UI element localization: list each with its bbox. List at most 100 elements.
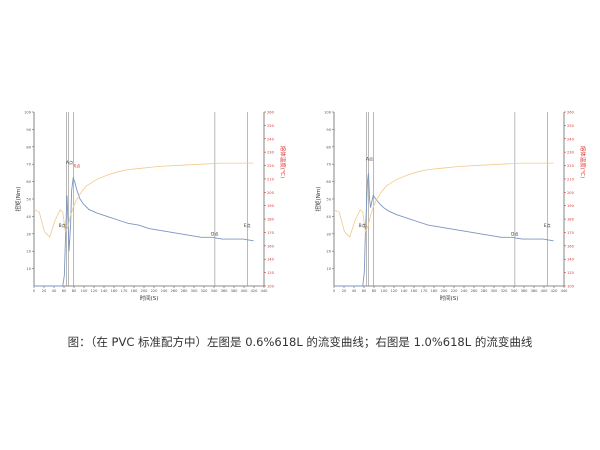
chart-svg: 1020304050607080901001001201401601701801…	[14, 111, 287, 303]
y2-tick-label: 120	[267, 271, 275, 275]
y2-axis-label: 熔体温度(℃)	[279, 146, 287, 178]
x-axis-label: 时间(S)	[140, 294, 159, 302]
y2-tick-label: 260	[567, 111, 575, 115]
y2-tick-label: 250	[267, 124, 275, 128]
x-tick-label: 20	[42, 289, 47, 293]
y2-tick-label: 100	[567, 285, 575, 289]
y2-tick-label: 120	[567, 271, 575, 275]
y2-tick-label: 200	[267, 191, 275, 195]
x-tick-label: 120	[91, 289, 99, 293]
x-axis-label: 时间(S)	[440, 294, 459, 302]
chart-svg: 1020304050607080901001001201401601701801…	[314, 111, 587, 303]
y-axis-label: 扭矩(Nm)	[14, 187, 22, 212]
y2-tick-label: 250	[567, 124, 575, 128]
y2-axis-label: 熔体温度(℃)	[579, 146, 587, 178]
point-annotation: D点	[211, 232, 218, 238]
y-tick-label: 60	[326, 180, 331, 184]
y-tick-label: 30	[26, 232, 31, 236]
x-tick-label: 400	[541, 289, 549, 293]
x-tick-label: 40	[352, 289, 357, 293]
x-tick-label: 60	[62, 289, 67, 293]
x-tick-label: 400	[241, 289, 249, 293]
x-tick-label: 240	[161, 289, 169, 293]
x-tick-label: 140	[401, 289, 409, 293]
x-tick-label: 100	[81, 289, 89, 293]
point-annotation: D点	[511, 232, 518, 238]
x-tick-label: 360	[221, 289, 229, 293]
y2-tick-label: 140	[267, 258, 275, 262]
y2-tick-label: 240	[267, 137, 275, 141]
y2-tick-label: 180	[267, 218, 275, 222]
point-annotation: A点	[366, 157, 373, 163]
x-tick-label: 0	[33, 289, 36, 293]
x-tick-label: 420	[551, 289, 559, 293]
y2-tick-label: 210	[567, 177, 575, 181]
y2-tick-label: 190	[567, 204, 575, 208]
y2-tick-label: 160	[267, 244, 275, 248]
x-tick-label: 60	[362, 289, 367, 293]
y-axis-label: 扭矩(Nm)	[314, 187, 322, 212]
torque-line	[34, 176, 254, 287]
y2-tick-label: 170	[567, 231, 575, 235]
x-tick-label: 360	[521, 289, 529, 293]
x-tick-label: 260	[171, 289, 179, 293]
y2-tick-label: 140	[567, 258, 575, 262]
y2-tick-label: 160	[567, 244, 575, 248]
x-tick-label: 160	[111, 289, 119, 293]
x-tick-label: 180	[131, 289, 139, 293]
y-tick-label: 40	[26, 215, 31, 219]
y2-tick-label: 260	[267, 111, 275, 115]
y2-tick-label: 230	[267, 151, 275, 155]
y2-tick-label: 200	[567, 191, 575, 195]
y-tick-label: 50	[26, 198, 31, 202]
x-tick-label: 380	[531, 289, 539, 293]
point-annotation: E点	[244, 223, 251, 229]
y-tick-label: 70	[26, 163, 31, 167]
x-tick-label: 440	[561, 289, 569, 293]
y-tick-label: 30	[326, 232, 331, 236]
temperature-line	[333, 162, 554, 238]
y2-tick-label: 100	[267, 285, 275, 289]
y-tick-label: 100	[24, 111, 32, 115]
x-tick-label: 220	[451, 289, 459, 293]
x-tick-label: 160	[411, 289, 419, 293]
y2-tick-label: 210	[267, 177, 275, 181]
y2-tick-label: 180	[567, 218, 575, 222]
x-tick-label: 320	[201, 289, 209, 293]
temperature-line	[33, 162, 254, 238]
torque-line	[334, 172, 554, 287]
x-tick-label: 260	[471, 289, 479, 293]
x-tick-label: 340	[211, 289, 219, 293]
x-tick-label: 170	[121, 289, 129, 293]
x-tick-label: 80	[372, 289, 377, 293]
x-tick-label: 220	[151, 289, 159, 293]
x-tick-label: 300	[191, 289, 199, 293]
x-tick-label: 40	[52, 289, 57, 293]
x-tick-label: 0	[333, 289, 336, 293]
y2-tick-label: 240	[567, 137, 575, 141]
y2-tick-label: 170	[267, 231, 275, 235]
y-tick-label: 20	[26, 250, 31, 254]
y2-tick-label: 190	[267, 204, 275, 208]
x-tick-label: 200	[141, 289, 149, 293]
y-tick-label: 20	[326, 250, 331, 254]
y-tick-label: 60	[26, 180, 31, 184]
x-tick-label: 180	[431, 289, 439, 293]
y-tick-label: 40	[326, 215, 331, 219]
rheology-chart-left: 10 20 30 40 50 60 70 80 90 100 100 120 140 160 170 180 1…	[12, 100, 290, 312]
x-tick-label: 200	[441, 289, 449, 293]
rheology-chart-right: 10 20 30 40 50 60 70 80 90 100 100 120 140 160 170 180 1…	[312, 100, 590, 312]
point-annotation: X点	[73, 164, 80, 170]
x-tick-label: 280	[481, 289, 489, 293]
y-tick-label: 70	[326, 163, 331, 167]
x-tick-label: 240	[461, 289, 469, 293]
x-tick-label: 420	[251, 289, 259, 293]
x-tick-label: 20	[342, 289, 347, 293]
x-tick-label: 380	[231, 289, 239, 293]
y-tick-label: 90	[326, 128, 331, 132]
y2-tick-label: 220	[267, 164, 275, 168]
point-annotation: B点	[359, 223, 366, 229]
y-tick-label: 10	[326, 267, 331, 271]
y2-tick-label: 220	[567, 164, 575, 168]
y-tick-label: 80	[26, 145, 31, 149]
